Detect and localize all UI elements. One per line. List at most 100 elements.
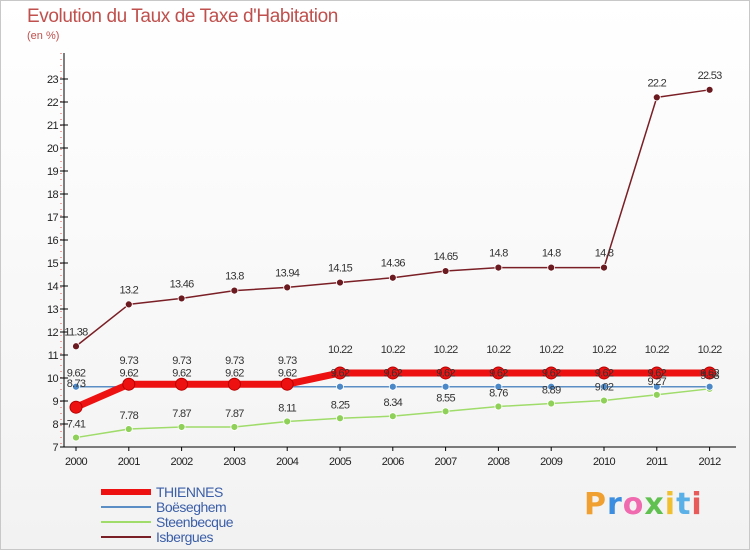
data-point-steenbecque — [283, 417, 292, 426]
x-tick-label: 2007 — [435, 456, 458, 468]
data-label-boseghem: 9.62 — [542, 368, 561, 380]
axes: 7 8 9 10 11 12 13 14 15 16 17 18 19 20 21 22 23 2000 2001 2… — [47, 53, 736, 468]
data-label-steenbecque: 8.76 — [489, 388, 508, 400]
data-label-steenbecque: 7.87 — [225, 408, 244, 420]
data-point-isbergues — [652, 93, 661, 102]
x-tick-label: 2004 — [276, 456, 299, 468]
series-points — [69, 85, 717, 442]
data-label-steenbecque: 8.34 — [383, 397, 402, 409]
data-point-boseghem — [652, 382, 661, 391]
data-label-thiennes: 9.73 — [278, 355, 297, 367]
data-point-isbergues — [494, 263, 503, 272]
logo-letter: t — [676, 487, 692, 522]
data-point-isbergues — [388, 273, 397, 282]
logo-letter: x — [644, 487, 665, 522]
data-label-boseghem: 9.62 — [647, 368, 666, 380]
data-point-thiennes — [227, 377, 241, 391]
data-label-boseghem: 9.62 — [225, 368, 244, 380]
data-label-thiennes: 10.22 — [645, 344, 670, 356]
data-label-boseghem: 9.62 — [595, 368, 614, 380]
data-point-steenbecque — [388, 412, 397, 421]
data-label-steenbecque: 9.53 — [700, 370, 719, 382]
data-label-boseghem: 9.62 — [331, 368, 350, 380]
data-label-isbergues: 14.8 — [595, 248, 614, 260]
data-label-steenbecque: 8.11 — [278, 402, 296, 414]
y-tick-label: 21 — [47, 120, 59, 132]
data-label-boseghem: 9.62 — [172, 368, 191, 380]
x-tick-label: 2009 — [540, 456, 563, 468]
y-tick-label: 7 — [52, 442, 58, 454]
data-point-thiennes — [439, 366, 453, 380]
data-point-isbergues — [547, 263, 556, 272]
data-label-boseghem: 9.62 — [436, 368, 455, 380]
data-point-boseghem — [441, 382, 450, 391]
legend-label-isbergues: Isbergues — [156, 529, 213, 545]
data-label-isbergues: 14.15 — [328, 263, 353, 275]
legend-swatch-boeseghem — [101, 506, 151, 508]
data-point-isbergues — [124, 300, 133, 309]
legend-item-isbergues: Isbergues — [101, 529, 301, 545]
data-label-isbergues: 13.2 — [119, 284, 138, 296]
legend-swatch-thiennes — [101, 489, 151, 495]
data-label-boseghem: 9.62 — [489, 368, 508, 380]
data-point-thiennes — [650, 366, 664, 380]
data-point-boseghem — [600, 382, 608, 391]
legend-swatch-isbergues — [101, 536, 151, 538]
legend-item-thiennes: THIENNES — [101, 484, 301, 500]
data-point-boseghem — [388, 382, 397, 391]
legend-item-boeseghem: Boëseghem — [101, 499, 301, 515]
data-point-boseghem — [72, 382, 80, 391]
data-point-isbergues — [441, 267, 450, 275]
x-tick-label: 2000 — [65, 456, 88, 468]
y-tick-label: 11 — [48, 350, 59, 362]
x-tick-label: 2001 — [118, 456, 141, 468]
data-label-isbergues: 14.65 — [434, 251, 459, 263]
data-point-boseghem — [705, 382, 714, 391]
data-point-boseghem — [336, 382, 344, 391]
data-point-isbergues — [72, 342, 80, 351]
data-label-boseghem: 9.62 — [700, 368, 719, 380]
y-tick-label: 22 — [47, 97, 59, 109]
data-label-isbergues: 22.2 — [647, 77, 666, 89]
x-tick-label: 2003 — [223, 456, 246, 468]
data-point-isbergues — [230, 286, 239, 295]
data-label-thiennes: 8.73 — [67, 378, 86, 390]
data-label-thiennes: 10.22 — [486, 344, 511, 356]
data-point-isbergues — [283, 283, 292, 292]
data-point-thiennes — [69, 400, 83, 414]
data-point-steenbecque — [652, 390, 661, 399]
data-point-thiennes — [544, 366, 558, 380]
logo-letter: o — [622, 487, 645, 522]
data-point-boseghem — [547, 382, 556, 391]
data-point-isbergues — [705, 85, 714, 94]
y-tick-label: 18 — [47, 189, 59, 201]
chart-title: Evolution du Taux de Taxe d'Habitation — [27, 6, 338, 27]
x-tick-label: 2008 — [487, 456, 510, 468]
data-point-steenbecque — [72, 433, 80, 442]
data-label-thiennes: 10.22 — [539, 344, 564, 356]
data-label-boseghem: 9.62 — [278, 368, 297, 380]
data-label-isbergues: 13.8 — [225, 271, 244, 283]
data-label-thiennes: 10.22 — [328, 344, 353, 356]
data-point-thiennes — [597, 366, 611, 380]
legend-item-steenbecque: Steenbecque — [101, 514, 301, 530]
y-tick-label: 23 — [47, 74, 59, 86]
data-point-thiennes — [122, 377, 136, 391]
data-label-steenbecque: 7.78 — [119, 410, 138, 422]
data-label-isbergues: 13.46 — [170, 278, 195, 290]
data-label-steenbecque: 9.27 — [647, 376, 666, 388]
data-label-isbergues: 14.36 — [381, 258, 406, 270]
data-label-isbergues: 13.94 — [275, 267, 300, 279]
data-point-isbergues — [336, 278, 344, 287]
logo-letter: i — [691, 487, 703, 522]
data-point-thiennes — [175, 377, 189, 391]
legend-label-boeseghem: Boëseghem — [156, 499, 227, 515]
data-label-steenbecque: 9.02 — [595, 382, 614, 394]
data-label-boseghem: 9.62 — [67, 368, 86, 380]
y-tick-label: 20 — [47, 143, 59, 155]
x-tick-label: 2010 — [593, 456, 616, 468]
y-tick-label: 14 — [47, 281, 59, 293]
data-label-boseghem: 9.62 — [383, 368, 402, 380]
